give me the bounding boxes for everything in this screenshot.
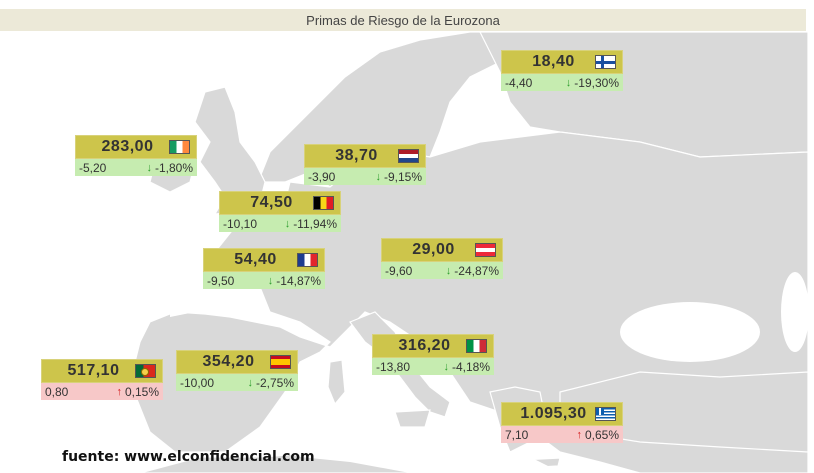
change-percent: -11,94% <box>293 216 337 231</box>
arrow-up-icon: ↑ <box>576 428 582 441</box>
arrow-down-icon: ↓ <box>284 217 291 230</box>
map-caspian-sea <box>781 272 808 352</box>
change-value: -13,80 <box>376 359 411 374</box>
change-row: 7,10 ↑ 0,65% <box>501 426 623 443</box>
value-box: 38,70 <box>304 144 426 168</box>
change-row: -10,00 ↓ -2,75% <box>176 374 298 391</box>
value-box: 54,40 <box>203 248 325 272</box>
change-value: -9,50 <box>207 273 235 288</box>
france-flag-icon <box>297 253 318 267</box>
risk-premium-value: 517,10 <box>67 362 120 379</box>
value-box: 74,50 <box>219 191 341 215</box>
risk-premium-value: 29,00 <box>412 241 455 258</box>
belgium-flag-icon <box>313 196 334 210</box>
risk-premium-value: 74,50 <box>250 194 293 211</box>
change-row: -9,60 ↓ -24,87% <box>381 262 503 279</box>
change-percent: 0,65% <box>584 427 619 442</box>
change-percent: -1,80% <box>154 160 193 175</box>
arrow-down-icon: ↓ <box>443 360 449 373</box>
map-sardinia <box>327 359 346 406</box>
change-row: -3,90 ↓ -9,15% <box>304 168 426 185</box>
value-box: 316,20 <box>372 334 494 358</box>
card-netherlands: 38,70 -3,90 ↓ -9,15% <box>304 144 426 185</box>
change-value: -3,90 <box>308 169 336 184</box>
portugal-flag-icon <box>135 364 156 378</box>
change-value: -10,10 <box>223 216 258 231</box>
card-portugal: 517,10 0,80 ↑ 0,15% <box>41 359 163 400</box>
italy-flag-icon <box>466 339 487 353</box>
page-title: Primas de Riesgo de la Eurozona <box>306 12 500 28</box>
change-row: -5,20 ↓ -1,80% <box>75 159 197 176</box>
arrow-down-icon: ↓ <box>565 76 572 89</box>
austria-flag-icon <box>475 243 496 257</box>
change-percent: 0,15% <box>124 384 159 399</box>
value-box: 1.095,30 <box>501 402 623 426</box>
card-belgium: 74,50 -10,10 ↓ -11,94% <box>219 191 341 232</box>
card-austria: 29,00 -9,60 ↓ -24,87% <box>381 238 503 279</box>
change-percent: -19,30% <box>574 75 619 90</box>
change-percent: -24,87% <box>454 263 499 278</box>
spain-flag-icon <box>270 355 291 369</box>
change-value: 7,10 <box>505 427 529 442</box>
change-percent: -2,75% <box>255 375 294 390</box>
risk-premium-value: 54,40 <box>234 251 277 268</box>
change-value: -9,60 <box>385 263 413 278</box>
risk-premium-value: 38,70 <box>335 147 378 164</box>
card-finland: 18,40 -4,40 ↓ -19,30% <box>501 50 623 91</box>
card-greece: 1.095,30 7,10 ↑ 0,65% <box>501 402 623 443</box>
card-france: 54,40 -9,50 ↓ -14,87% <box>203 248 325 289</box>
map-mediterranean-sea <box>250 412 560 473</box>
change-row: 0,80 ↑ 0,15% <box>41 383 163 400</box>
risk-premium-value: 354,20 <box>202 353 255 370</box>
finland-flag-icon <box>595 55 616 69</box>
arrow-down-icon: ↓ <box>247 376 253 389</box>
risk-premium-value: 1.095,30 <box>520 405 587 422</box>
map-black-sea <box>620 302 760 362</box>
source-credit: fuente: www.elconfidencial.com <box>62 449 315 465</box>
change-value: 0,80 <box>45 384 69 399</box>
change-row: -13,80 ↓ -4,18% <box>372 358 494 375</box>
risk-premium-value: 316,20 <box>398 337 451 354</box>
value-box: 354,20 <box>176 350 298 374</box>
arrow-up-icon: ↑ <box>116 385 122 398</box>
value-box: 283,00 <box>75 135 197 159</box>
arrow-down-icon: ↓ <box>375 170 381 183</box>
change-value: -10,00 <box>180 375 215 390</box>
page-title-bar: Primas de Riesgo de la Eurozona <box>0 9 806 31</box>
ireland-flag-icon <box>169 140 190 154</box>
risk-premium-value: 18,40 <box>532 53 575 70</box>
netherlands-flag-icon <box>398 149 419 163</box>
change-percent: -14,87% <box>276 273 321 288</box>
change-row: -10,10 ↓ -11,94% <box>219 215 341 232</box>
change-row: -4,40 ↓ -19,30% <box>501 74 623 91</box>
value-box: 517,10 <box>41 359 163 383</box>
value-box: 18,40 <box>501 50 623 74</box>
change-value: -5,20 <box>79 160 107 175</box>
change-percent: -4,18% <box>451 359 490 374</box>
change-percent: -9,15% <box>383 169 422 184</box>
map-sicily <box>394 409 431 428</box>
value-box: 29,00 <box>381 238 503 262</box>
change-value: -4,40 <box>505 75 533 90</box>
card-spain: 354,20 -10,00 ↓ -2,75% <box>176 350 298 391</box>
card-italy: 316,20 -13,80 ↓ -4,18% <box>372 334 494 375</box>
arrow-down-icon: ↓ <box>267 274 274 287</box>
risk-premium-value: 283,00 <box>101 138 154 155</box>
arrow-down-icon: ↓ <box>146 161 152 174</box>
card-ireland: 283,00 -5,20 ↓ -1,80% <box>75 135 197 176</box>
arrow-down-icon: ↓ <box>445 264 452 277</box>
greece-flag-icon <box>595 407 616 421</box>
change-row: -9,50 ↓ -14,87% <box>203 272 325 289</box>
